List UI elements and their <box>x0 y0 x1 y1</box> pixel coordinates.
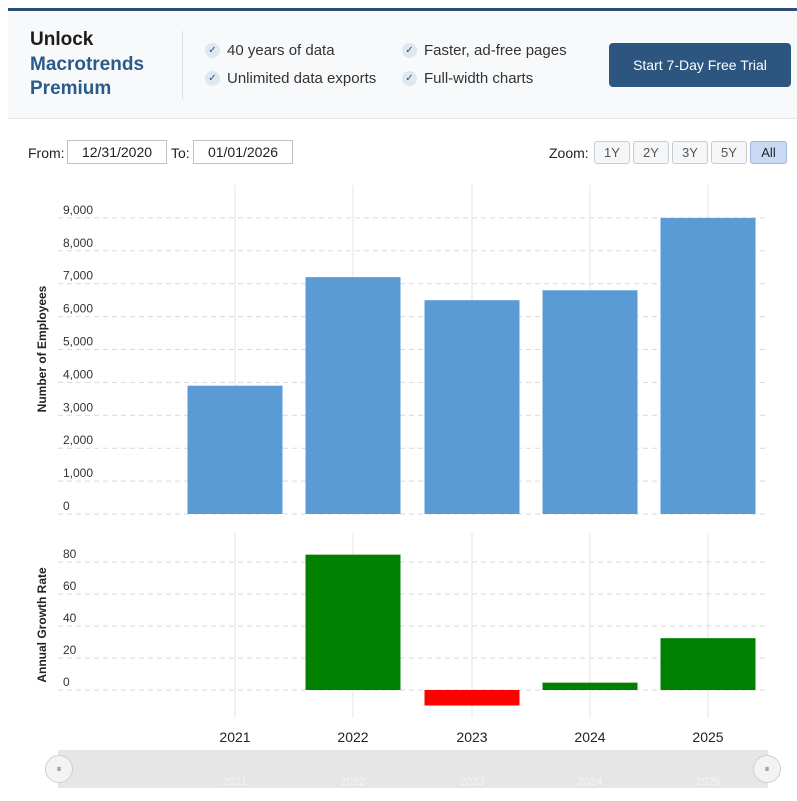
from-label: From: <box>28 145 65 161</box>
feature-item: ✓ Faster, ad-free pages <box>402 42 567 59</box>
y-axis-label: Annual Growth Rate <box>35 567 49 683</box>
premium-promo-banner: Unlock Macrotrends Premium ✓ 40 years of… <box>8 11 797 119</box>
start-trial-button[interactable]: Start 7-Day Free Trial <box>609 43 791 87</box>
navigator-year-label: 2021 <box>223 776 247 788</box>
feature-item: ✓ Unlimited data exports <box>205 70 376 87</box>
employee-bar <box>187 385 283 514</box>
check-icon: ✓ <box>205 71 220 86</box>
x-tick-label: 2022 <box>337 729 368 745</box>
navigator-year-label: 2024 <box>578 776 602 788</box>
chart-controls: From: 12/31/2020 To: 01/01/2026 Zoom: 1Y… <box>28 140 788 166</box>
zoom-all-button[interactable]: All <box>750 141 787 164</box>
zoom-1y-button[interactable]: 1Y <box>594 141 630 164</box>
x-tick-label: 2023 <box>456 729 487 745</box>
x-tick-label: 2025 <box>692 729 723 745</box>
navigator-left-handle[interactable]: ⏸ <box>45 755 73 783</box>
to-label: To: <box>171 145 190 161</box>
y-tick-label: 20 <box>63 643 77 657</box>
y-tick-label: 0 <box>63 675 70 689</box>
feature-label: Faster, ad-free pages <box>424 42 567 59</box>
feature-label: 40 years of data <box>227 42 335 59</box>
promo-title-brand: Macrotrends <box>30 54 145 75</box>
growth-bar-positive <box>660 638 756 690</box>
y-tick-label: 5,000 <box>63 335 93 349</box>
range-navigator[interactable] <box>58 750 768 788</box>
feature-label: Unlimited data exports <box>227 70 377 87</box>
y-tick-label: 8,000 <box>63 236 93 250</box>
y-tick-label: 40 <box>63 611 77 625</box>
y-tick-label: 7,000 <box>63 269 93 283</box>
y-tick-label: 0 <box>63 499 70 513</box>
feature-item: ✓ 40 years of data <box>205 42 335 59</box>
zoom-5y-button[interactable]: 5Y <box>711 141 747 164</box>
zoom-2y-button[interactable]: 2Y <box>633 141 669 164</box>
to-date-input[interactable]: 01/01/2026 <box>193 140 293 164</box>
y-tick-label: 1,000 <box>63 466 93 480</box>
x-tick-label: 2024 <box>574 729 605 745</box>
zoom-label: Zoom: <box>549 145 589 161</box>
y-tick-label: 60 <box>63 579 77 593</box>
navigator-year-label: 2023 <box>460 776 484 788</box>
y-tick-label: 4,000 <box>63 367 93 381</box>
y-tick-label: 3,000 <box>63 400 93 414</box>
check-icon: ✓ <box>205 43 220 58</box>
navigator-right-handle[interactable]: ⏸ <box>753 755 781 783</box>
check-icon: ✓ <box>402 71 417 86</box>
navigator-year-label: 2022 <box>341 776 365 788</box>
employee-bar <box>542 290 638 514</box>
y-axis-label: Number of Employees <box>35 285 49 412</box>
navigator-year-label: 2025 <box>696 776 720 788</box>
employee-bar <box>305 277 401 514</box>
employee-bar <box>424 300 520 514</box>
feature-label: Full-width charts <box>424 70 534 87</box>
growth-bar-positive <box>542 682 638 690</box>
check-icon: ✓ <box>402 43 417 58</box>
top-accent-bar <box>8 8 797 11</box>
y-tick-label: 2,000 <box>63 433 93 447</box>
y-tick-label: 80 <box>63 547 77 561</box>
y-tick-label: 6,000 <box>63 302 93 316</box>
y-tick-label: 9,000 <box>63 203 93 217</box>
x-tick-label: 2021 <box>219 729 250 745</box>
growth-bar-negative <box>424 690 520 706</box>
growth-bar-positive <box>305 554 401 690</box>
promo-title-unlock: Unlock <box>30 29 94 50</box>
from-date-input[interactable]: 12/31/2020 <box>67 140 167 164</box>
employee-bar <box>660 217 756 514</box>
feature-item: ✓ Full-width charts <box>402 70 533 87</box>
promo-divider <box>182 31 183 99</box>
promo-title-premium: Premium <box>30 78 112 99</box>
zoom-3y-button[interactable]: 3Y <box>672 141 708 164</box>
